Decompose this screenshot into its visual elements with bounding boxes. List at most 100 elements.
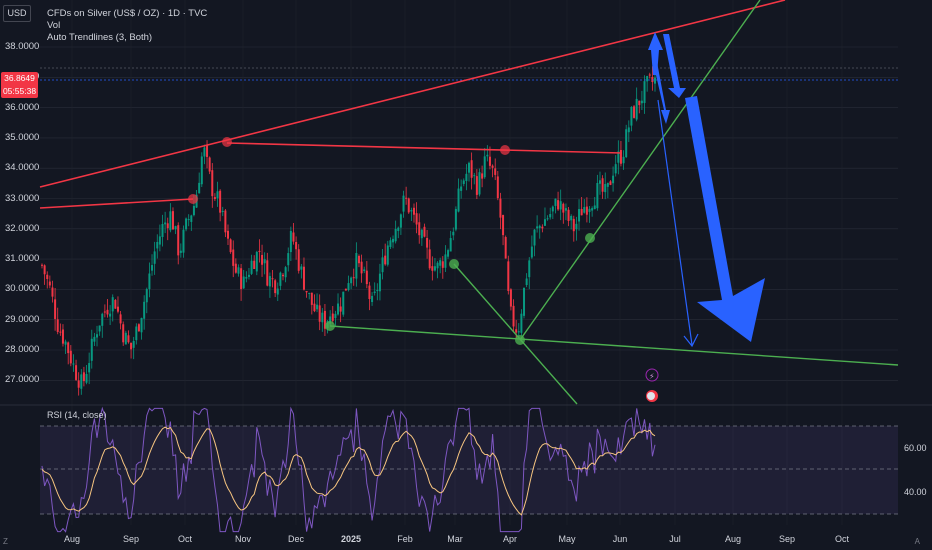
candle-body <box>143 301 146 319</box>
time-axis-label: Apr <box>502 534 518 544</box>
candle-body <box>77 380 80 388</box>
time-axis-label: Mar <box>447 534 463 544</box>
auto-scale-button[interactable]: A <box>914 537 920 546</box>
down-arrow[interactable] <box>663 34 686 98</box>
candle-body <box>247 274 250 277</box>
candle-body <box>271 278 274 280</box>
pivot-low-marker <box>449 259 459 269</box>
time-axis-label: Aug <box>63 534 81 544</box>
currency-button[interactable]: USD <box>3 5 31 22</box>
volume-legend[interactable]: Vol <box>47 20 61 31</box>
candle-body <box>559 201 562 210</box>
candle-body <box>418 222 421 236</box>
candle-body <box>153 251 156 264</box>
candle-body <box>302 266 305 290</box>
candle-body <box>261 254 264 265</box>
indicator-legend[interactable]: Auto Trendlines (3, Both) <box>47 32 153 43</box>
candle-body <box>502 215 505 236</box>
candle-body <box>72 363 75 365</box>
candle-body <box>255 251 258 272</box>
candle-body <box>96 334 99 338</box>
resistance-trendline-main[interactable] <box>39 0 786 188</box>
candle-body <box>627 127 630 133</box>
candle-body <box>572 218 575 232</box>
candle-body <box>570 215 573 221</box>
rsi-legend[interactable]: RSI (14, close) <box>47 410 107 420</box>
down-arrow-small[interactable] <box>653 62 670 124</box>
support-trendline-main[interactable] <box>329 325 899 366</box>
candle-body <box>431 266 434 271</box>
pivot-high-marker <box>500 145 510 155</box>
time-axis-label: Jul <box>669 534 681 544</box>
support-trendline-rising[interactable] <box>519 0 761 341</box>
candle-body <box>392 238 395 243</box>
candle-body <box>305 290 308 293</box>
pivot-high-marker <box>188 194 198 204</box>
candle-body <box>237 267 240 274</box>
candle-body <box>313 303 316 312</box>
candle-body <box>263 259 266 264</box>
candle-body <box>51 287 54 297</box>
candle-body <box>226 230 229 239</box>
candle-body <box>546 218 549 220</box>
candle-body <box>69 350 72 364</box>
candle-body <box>643 81 646 104</box>
candle-body <box>433 266 436 271</box>
candle-body <box>119 314 122 324</box>
candle-body <box>452 231 455 236</box>
time-axis-label: Dec <box>287 534 305 544</box>
us-flag-inner <box>647 392 655 400</box>
candle-body <box>651 77 654 83</box>
support-trendline-falling[interactable] <box>453 263 578 405</box>
price-axis-label: 29.0000 <box>5 313 40 325</box>
candle-body <box>583 207 586 213</box>
candle-body <box>512 305 515 327</box>
candle-body <box>549 214 552 218</box>
lightning-event-icon[interactable] <box>645 368 659 382</box>
candle-body <box>43 265 46 275</box>
resistance-trendline-flat[interactable] <box>226 142 623 154</box>
price-axis-label: 33.0000 <box>5 192 40 204</box>
candle-body <box>308 293 311 295</box>
candle-body <box>127 335 130 343</box>
candle-body <box>166 223 169 229</box>
candle-body <box>240 268 243 290</box>
candle-body <box>329 316 332 324</box>
price-axis-label: 35.0000 <box>5 131 40 143</box>
target-arrow-line[interactable] <box>657 99 693 346</box>
big-down-arrow[interactable] <box>685 96 765 342</box>
candle-body <box>132 341 135 348</box>
candle-body <box>478 172 481 195</box>
candle-body <box>494 168 497 175</box>
candle-body <box>541 226 544 229</box>
time-axis-label: Nov <box>234 534 252 544</box>
candle-body <box>376 290 379 292</box>
candle-body <box>224 210 227 233</box>
candle-body <box>258 250 261 252</box>
candle-body <box>562 203 565 213</box>
candle-body <box>596 182 599 209</box>
candle-body <box>507 261 510 291</box>
candle-body <box>412 207 415 215</box>
candle-body <box>462 180 465 184</box>
rsi-line <box>41 406 656 533</box>
candle-body <box>654 77 656 84</box>
pivot-low-marker <box>585 233 595 243</box>
candle-body <box>352 277 355 279</box>
candle-body <box>580 208 583 216</box>
candle-body <box>208 157 211 172</box>
candle-body <box>185 218 188 230</box>
resistance-trendline-short[interactable] <box>39 198 194 209</box>
candle-body <box>499 198 502 218</box>
candle-body <box>114 299 117 309</box>
candle-body <box>598 180 601 184</box>
candle-body <box>101 313 104 326</box>
candle-body <box>460 186 463 191</box>
candle-body <box>536 226 539 229</box>
time-axis-label: Sep <box>778 534 796 544</box>
zoom-reset-button[interactable]: Z <box>3 537 8 546</box>
candle-body <box>54 299 57 319</box>
up-arrow[interactable] <box>648 32 663 75</box>
symbol-title[interactable]: CFDs on Silver (US$ / OZ) · 1D · TVC <box>47 8 208 19</box>
